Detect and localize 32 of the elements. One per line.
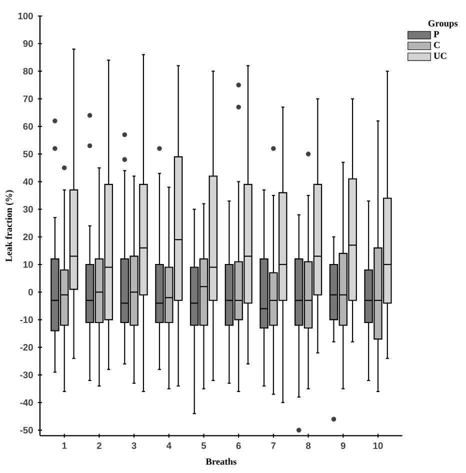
y-tick-label: 60	[23, 123, 33, 130]
y-tick-label: -10	[20, 316, 33, 324]
x-tick-label: 7	[271, 442, 276, 449]
y-tick-label: 30	[22, 206, 33, 213]
x-tick-label: 6	[236, 442, 241, 449]
x-tick-label: 1	[62, 442, 67, 449]
y-tick-label: 10	[23, 261, 33, 268]
y-tick-label: 50	[23, 150, 33, 158]
y-axis-title: Leak fraction (%)	[5, 190, 14, 262]
y-tick-label: 0	[28, 288, 33, 296]
x-tick-label: 9	[340, 442, 346, 449]
y-tick-label: -30	[20, 372, 33, 378]
x-tick-label: 5	[201, 442, 206, 449]
x-tick-label: 10	[373, 442, 383, 449]
y-tick-label: -40	[20, 399, 33, 406]
x-tick-label: 2	[96, 442, 102, 449]
y-tick-label: 20	[23, 234, 33, 240]
legend-title: Groups	[428, 20, 458, 28]
y-tick-label: -50	[20, 426, 33, 434]
legend-label: UC	[434, 52, 446, 59]
y-tick-label: 100	[18, 12, 33, 20]
y-tick-label: 70	[23, 96, 33, 102]
x-axis-title: Breaths	[206, 458, 236, 465]
x-tick-label: 8	[306, 442, 310, 449]
y-tick-label: 80	[23, 68, 33, 74]
legend-label: P	[434, 31, 439, 38]
legend-label: C	[434, 42, 440, 48]
y-tick-label: 90	[23, 40, 33, 47]
x-tick-label: 4	[166, 442, 172, 449]
y-tick-label: 40	[22, 178, 33, 185]
x-tick-label: 3	[132, 442, 136, 450]
y-tick-label: -20	[20, 344, 33, 351]
